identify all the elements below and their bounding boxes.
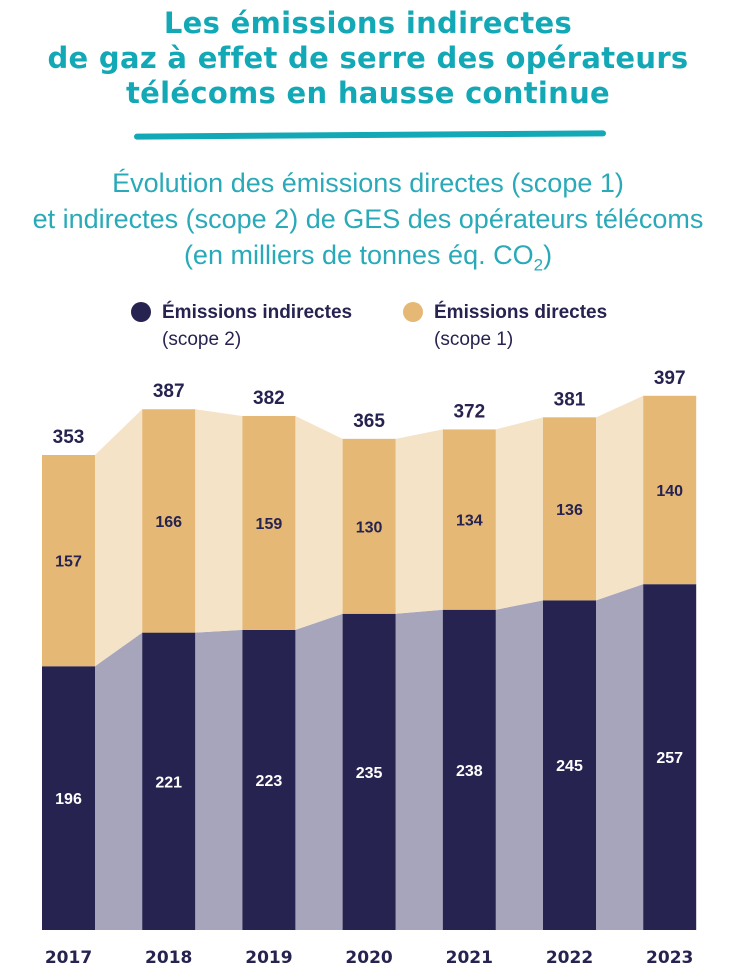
x-tick-label: 2018 [145,948,192,968]
bar-indirect [242,629,296,930]
data-label-direct: 166 [155,514,182,531]
x-tick-label: 2021 [446,948,493,968]
bar-direct [643,395,697,585]
headline-line: Les émissions indirectes [163,6,573,40]
bar-direct [42,455,95,667]
data-label-direct: 134 [456,513,483,530]
bar-direct [342,438,396,614]
bar-indirect [543,600,596,930]
legend: Émissions indirectes (scope 2) Émissions… [131,301,607,350]
data-label-indirect: 245 [556,758,583,775]
data-label-total: 353 [53,427,85,448]
legend-sublabel-indirect: (scope 2) [162,329,241,350]
subtitle-line: Évolution des émissions directes (scope … [112,168,624,198]
data-label-indirect: 223 [256,773,283,790]
bar-indirect [643,584,697,930]
data-label-total: 372 [453,401,485,422]
direct-connector [195,409,243,633]
data-label-total: 397 [654,368,686,389]
indirect-connector [195,629,243,930]
headline-line: télécoms en hausse continue [125,76,610,110]
direct-connector [295,415,343,630]
direct-connector [495,417,543,610]
indirect-connector [295,613,343,930]
direct-connector [596,395,644,601]
headline: Les émissions indirectes de gaz à effet … [0,6,736,111]
data-label-direct: 140 [656,483,683,500]
x-tick-label: 2020 [345,948,392,968]
data-label-indirect: 238 [456,763,483,780]
headline-line: de gaz à effet de serre des opérateurs [47,41,689,75]
subtitle-line: (en milliers de tonnes éq. CO2) [0,237,736,283]
bar-indirect [442,609,496,930]
legend-swatch-indirect [131,302,151,322]
bar-indirect [142,632,196,930]
indirect-connector [95,632,143,930]
subtitle-subscript: 2 [533,255,544,275]
data-label-indirect: 196 [55,791,82,808]
indirect-connector [596,584,644,930]
x-tick-label: 2022 [546,948,593,968]
subtitle-text: ) [543,240,553,270]
direct-connector [395,429,443,614]
data-label-direct: 136 [556,502,583,519]
data-label-indirect: 221 [155,774,182,791]
x-tick-label: 2017 [45,948,92,968]
bar-direct [142,409,196,633]
data-label-total: 387 [153,381,185,402]
legend-sublabel-direct: (scope 1) [434,329,513,350]
bar-direct [543,417,596,601]
legend-swatch-direct [403,302,423,322]
bar-indirect [42,666,95,930]
indirect-connector [395,609,443,930]
x-tick-label: 2023 [646,948,693,968]
indirect-connector [495,600,543,930]
bar-direct [242,415,296,630]
subtitle-line: et indirectes (scope 2) de GES des opéra… [32,204,704,234]
data-label-total: 365 [353,411,385,432]
plot-area: 196 157 353 2017 221 166 387 2018 223 159 382 2019 2… [42,368,697,968]
legend-label-indirect: Émissions indirectes [162,301,352,323]
data-label-direct: 159 [256,516,283,533]
bar-indirect [342,613,396,930]
data-label-indirect: 257 [656,750,683,767]
data-label-total: 382 [253,388,285,409]
data-label-indirect: 235 [356,765,383,782]
subtitle-text: (en milliers de tonnes éq. CO [183,240,534,270]
bar-direct [442,429,496,610]
direct-connector [95,409,143,667]
chart-subtitle: Évolution des émissions directes (scope … [0,165,736,283]
data-label-direct: 130 [356,519,383,536]
legend-label-direct: Émissions directes [434,301,607,323]
x-tick-label: 2019 [245,948,292,968]
data-label-total: 381 [554,389,586,410]
data-label-direct: 157 [55,554,82,571]
